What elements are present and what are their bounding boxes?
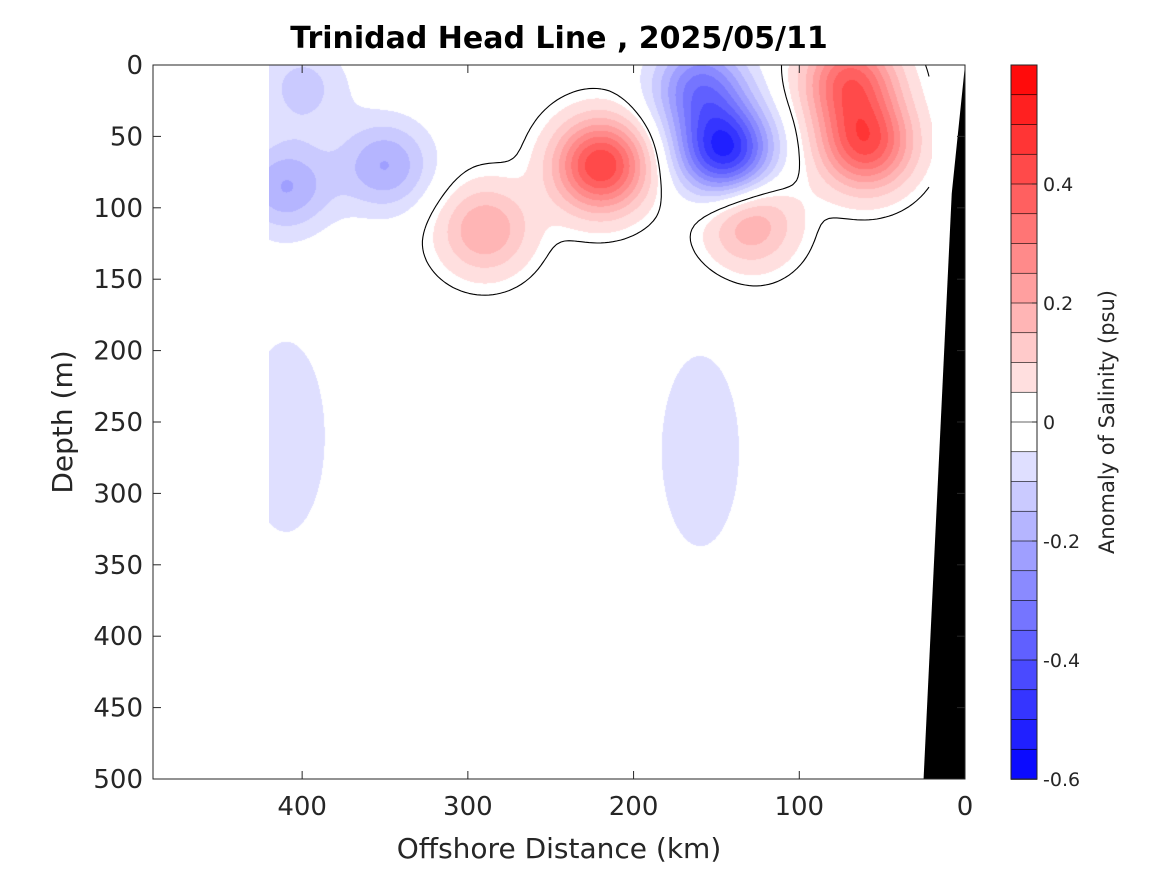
x-tick-label: 200 <box>609 792 659 822</box>
colorbar-segment <box>1010 659 1038 691</box>
colorbar-segment <box>1010 183 1038 215</box>
colorbar-segment <box>1010 481 1038 513</box>
x-tick-label: 0 <box>957 792 974 822</box>
colorbar-segment <box>1010 570 1038 602</box>
colorbar-tick-label: -0.4 <box>1043 650 1080 672</box>
colorbar-segment <box>1010 302 1038 334</box>
colorbar-tick-label: 0.4 <box>1043 174 1073 196</box>
y-tick-label: 150 <box>93 265 143 295</box>
colorbar-segment <box>1010 510 1038 542</box>
y-tick-label: 100 <box>93 194 143 224</box>
colorbar-segment <box>1010 391 1038 423</box>
y-tick-label: 450 <box>93 694 143 724</box>
y-tick-label: 400 <box>93 622 143 652</box>
y-tick-label: 50 <box>110 122 143 152</box>
colorbar-segment <box>1010 124 1038 156</box>
colorbar-segment <box>1010 748 1038 780</box>
x-tick-label: 400 <box>277 792 327 822</box>
colorbar-segment <box>1010 540 1038 572</box>
colorbar-segment <box>1010 719 1038 751</box>
colorbar-segment <box>1010 689 1038 721</box>
y-axis-label: Depth (m) <box>46 350 79 493</box>
salinity-anomaly-field <box>269 65 932 779</box>
y-tick-label: 250 <box>93 408 143 438</box>
colorbar-label: Anomaly of Salinity (psu) <box>1095 290 1119 554</box>
y-tick-label: 0 <box>126 51 143 81</box>
y-tick-label: 350 <box>93 551 143 581</box>
colorbar-segment <box>1010 272 1038 304</box>
colorbar-segment <box>1010 421 1038 453</box>
colorbar-tick-label: 0 <box>1043 412 1055 434</box>
colorbar-segment <box>1010 94 1038 126</box>
colorbar-segment <box>1010 243 1038 275</box>
colorbar-tick-label: -0.6 <box>1043 769 1080 791</box>
colorbar-segment <box>1010 362 1038 394</box>
seafloor-bathymetry <box>923 65 965 779</box>
y-tick-label: 500 <box>93 765 143 795</box>
y-tick-label: 300 <box>93 479 143 509</box>
colorbar-segment <box>1010 64 1038 96</box>
colorbar-tick-label: 0.2 <box>1043 293 1073 315</box>
colorbar-segment <box>1010 629 1038 661</box>
colorbar-segment <box>1010 332 1038 364</box>
x-tick-label: 300 <box>443 792 493 822</box>
zero-contour-line <box>421 65 930 296</box>
colorbar-frame <box>1010 64 1038 780</box>
colorbar-segment <box>1010 600 1038 632</box>
colorbar-segment <box>1010 451 1038 483</box>
colorbar-segment <box>1010 213 1038 245</box>
colorbar: 0.4 0.2 0 -0.2 -0.4 -0.6 <box>1010 64 1080 791</box>
x-tick-label: 100 <box>774 792 824 822</box>
y-tick-label: 200 <box>93 337 143 367</box>
colorbar-tick-label: -0.2 <box>1043 531 1080 553</box>
colorbar-segment <box>1010 153 1038 185</box>
x-axis-label: Offshore Distance (km) <box>397 832 722 865</box>
chart-title: Trinidad Head Line , 2025/05/11 <box>290 21 827 56</box>
